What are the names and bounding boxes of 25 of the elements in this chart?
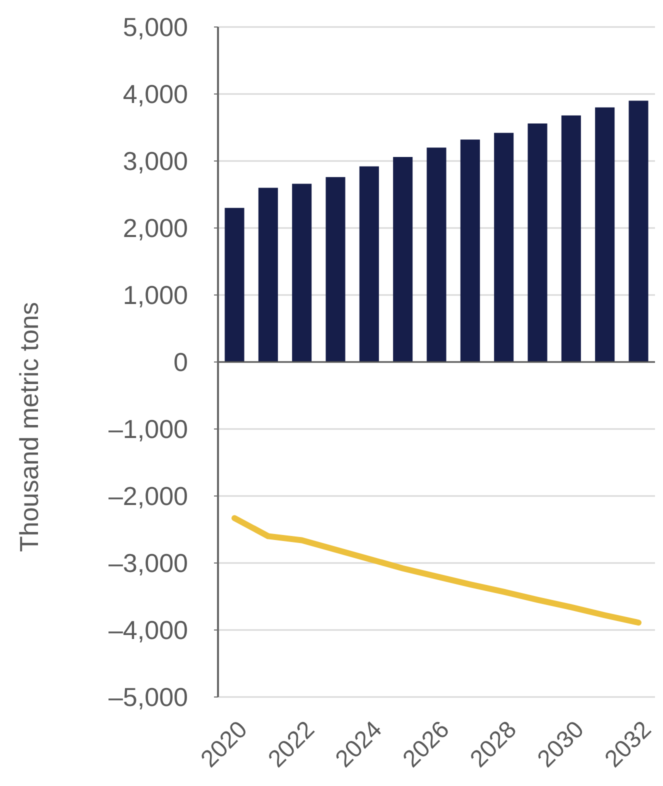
bar bbox=[528, 123, 548, 362]
bar bbox=[628, 100, 648, 362]
y-tick-label: 2,000 bbox=[122, 213, 188, 244]
y-tick-label: –3,000 bbox=[108, 548, 188, 578]
bar bbox=[258, 188, 278, 362]
y-tick-label: –1,000 bbox=[108, 414, 188, 444]
bar bbox=[426, 148, 446, 362]
y-tick-label: 4,000 bbox=[122, 79, 188, 110]
y-tick-label: –5,000 bbox=[108, 682, 188, 712]
bar bbox=[224, 208, 244, 362]
y-tick-label: –4,000 bbox=[108, 615, 188, 646]
bar bbox=[595, 107, 615, 362]
y-tick-label: –2,000 bbox=[108, 481, 188, 512]
bar bbox=[326, 177, 346, 362]
y-tick-label: 5,000 bbox=[122, 12, 188, 42]
bar bbox=[494, 132, 514, 362]
y-tick-label: 1,000 bbox=[122, 280, 188, 310]
bar bbox=[561, 115, 581, 362]
bar bbox=[460, 140, 480, 362]
y-axis-title: Thousand metric tons bbox=[14, 302, 44, 552]
bar bbox=[359, 166, 379, 362]
bar bbox=[292, 184, 312, 362]
y-tick-label: 3,000 bbox=[122, 146, 188, 176]
y-tick-label: 0 bbox=[174, 347, 188, 378]
bar bbox=[393, 156, 413, 362]
